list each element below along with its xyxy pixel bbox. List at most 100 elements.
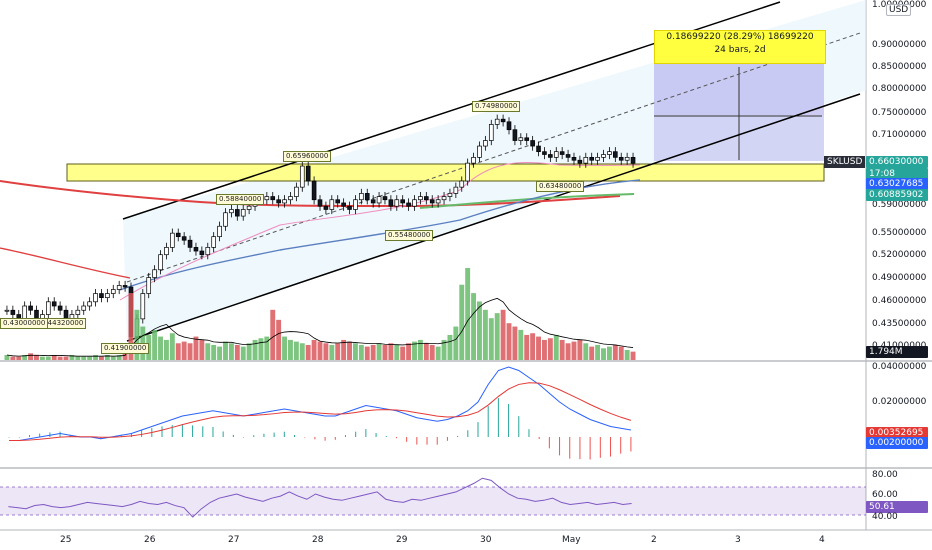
candle-body xyxy=(93,293,98,303)
candle-body xyxy=(329,199,335,210)
volume-bar xyxy=(110,356,116,360)
candle-body xyxy=(607,151,612,155)
y-tick: 0.55000000 xyxy=(872,228,927,238)
volume-bar xyxy=(16,356,22,360)
macd-line xyxy=(9,366,631,441)
candle-body xyxy=(359,193,364,201)
candle-body xyxy=(595,157,600,161)
candle-body xyxy=(441,196,447,201)
candle-body xyxy=(235,209,240,217)
candle-body xyxy=(323,205,329,210)
candle-body xyxy=(624,157,630,161)
candle-body xyxy=(288,196,293,201)
macd-hist-bar xyxy=(589,437,591,460)
volume-bar xyxy=(382,344,388,360)
macd-hist-bar xyxy=(283,431,285,437)
candle-body xyxy=(158,254,163,271)
macd-histogram xyxy=(8,398,632,460)
measure-info-box[interactable]: 0.18699220 (28.29%) 18699220 24 bars, 2d xyxy=(654,30,826,64)
macd-hist-bar xyxy=(548,437,550,449)
candle-body xyxy=(193,247,199,252)
volume-bar xyxy=(347,341,352,360)
macd-hist-bar xyxy=(294,435,296,437)
macd-hist-bar xyxy=(487,406,489,437)
annotation-high-1[interactable]: 0.65960000 xyxy=(283,151,332,162)
volume-bar xyxy=(10,356,16,360)
volume-bar xyxy=(571,341,577,360)
channel-lower-line[interactable] xyxy=(126,93,861,342)
candle-body xyxy=(447,193,453,197)
candle-body xyxy=(494,118,500,125)
volume-bar xyxy=(488,318,494,360)
y-tick: 0.75000000 xyxy=(872,108,927,118)
macd-hist-bar xyxy=(232,434,234,437)
candle-body xyxy=(223,212,228,227)
annotation-low-1[interactable]: 0.63480000 xyxy=(536,181,585,192)
x-tick: 26 xyxy=(144,535,156,545)
candle-body xyxy=(471,157,476,164)
volume-bar xyxy=(87,356,93,360)
candle-body xyxy=(465,162,470,182)
candle-body xyxy=(347,205,352,210)
volume-bar xyxy=(217,346,223,360)
volume-bar xyxy=(122,353,128,360)
rsi-line xyxy=(8,477,632,518)
macd-hist-bar xyxy=(355,431,357,437)
candle-body xyxy=(524,137,530,141)
macd-hist-bar xyxy=(395,437,397,439)
volume-bar xyxy=(518,329,524,360)
candle-body xyxy=(518,137,524,141)
volume-bar xyxy=(163,339,169,360)
candle-body xyxy=(140,293,146,320)
annotation-high-3[interactable]: 0.58840000 xyxy=(216,194,265,205)
rsi-badge: 50.61 xyxy=(866,501,928,513)
volume-bar xyxy=(317,341,323,360)
volume-bar xyxy=(305,344,311,360)
volume-bar xyxy=(565,343,571,360)
volume-bar xyxy=(128,293,134,360)
annotation-high-2[interactable]: 0.74980000 xyxy=(472,101,521,112)
candle-body xyxy=(571,157,577,161)
volume-bar xyxy=(577,339,583,360)
volume-badge: 1.794M xyxy=(866,346,928,358)
volume-bar xyxy=(512,326,518,360)
y-tick: 0.80000000 xyxy=(872,84,927,94)
y-tick: 0.43500000 xyxy=(872,319,927,329)
candle-body xyxy=(270,196,276,201)
candle-body xyxy=(205,247,211,256)
volume-bar xyxy=(459,284,465,360)
volume-bar xyxy=(93,354,99,360)
volume-bar xyxy=(471,293,477,360)
candle-body xyxy=(429,199,435,204)
candle-body xyxy=(187,239,193,248)
channel-mid-line[interactable] xyxy=(126,32,861,283)
macd-hist-bar xyxy=(39,433,41,437)
candle-body xyxy=(246,205,252,210)
annotation-low-4[interactable]: 0.41900000 xyxy=(101,343,150,354)
volume-bar xyxy=(28,353,34,360)
volume-bar xyxy=(536,336,541,360)
volume-bar xyxy=(63,356,69,360)
volume-bar xyxy=(228,343,234,360)
macd-hist-bar xyxy=(171,425,173,437)
symbol-label[interactable]: SKLUSD xyxy=(824,156,866,168)
candle-body xyxy=(589,157,595,161)
x-tick: 2 xyxy=(651,535,657,545)
volume-bar xyxy=(601,348,606,360)
candle-body xyxy=(294,186,299,197)
volume-bar xyxy=(193,336,199,360)
annotation-low-5[interactable]: 0.43000000 xyxy=(0,318,49,329)
macd-hist-bar xyxy=(334,437,336,440)
annotation-low-2[interactable]: 0.55480000 xyxy=(385,230,434,241)
volume-bar xyxy=(506,323,512,360)
candle-body xyxy=(211,236,216,248)
usd-label[interactable]: USD xyxy=(886,4,912,16)
candle-body xyxy=(506,121,512,131)
candle-body xyxy=(57,305,63,311)
support-zone[interactable] xyxy=(66,163,825,182)
rsi-tick: 60.00 xyxy=(872,490,898,500)
macd-hist-bar xyxy=(436,437,438,445)
rsi-band xyxy=(0,487,866,515)
candle-body xyxy=(477,145,482,158)
